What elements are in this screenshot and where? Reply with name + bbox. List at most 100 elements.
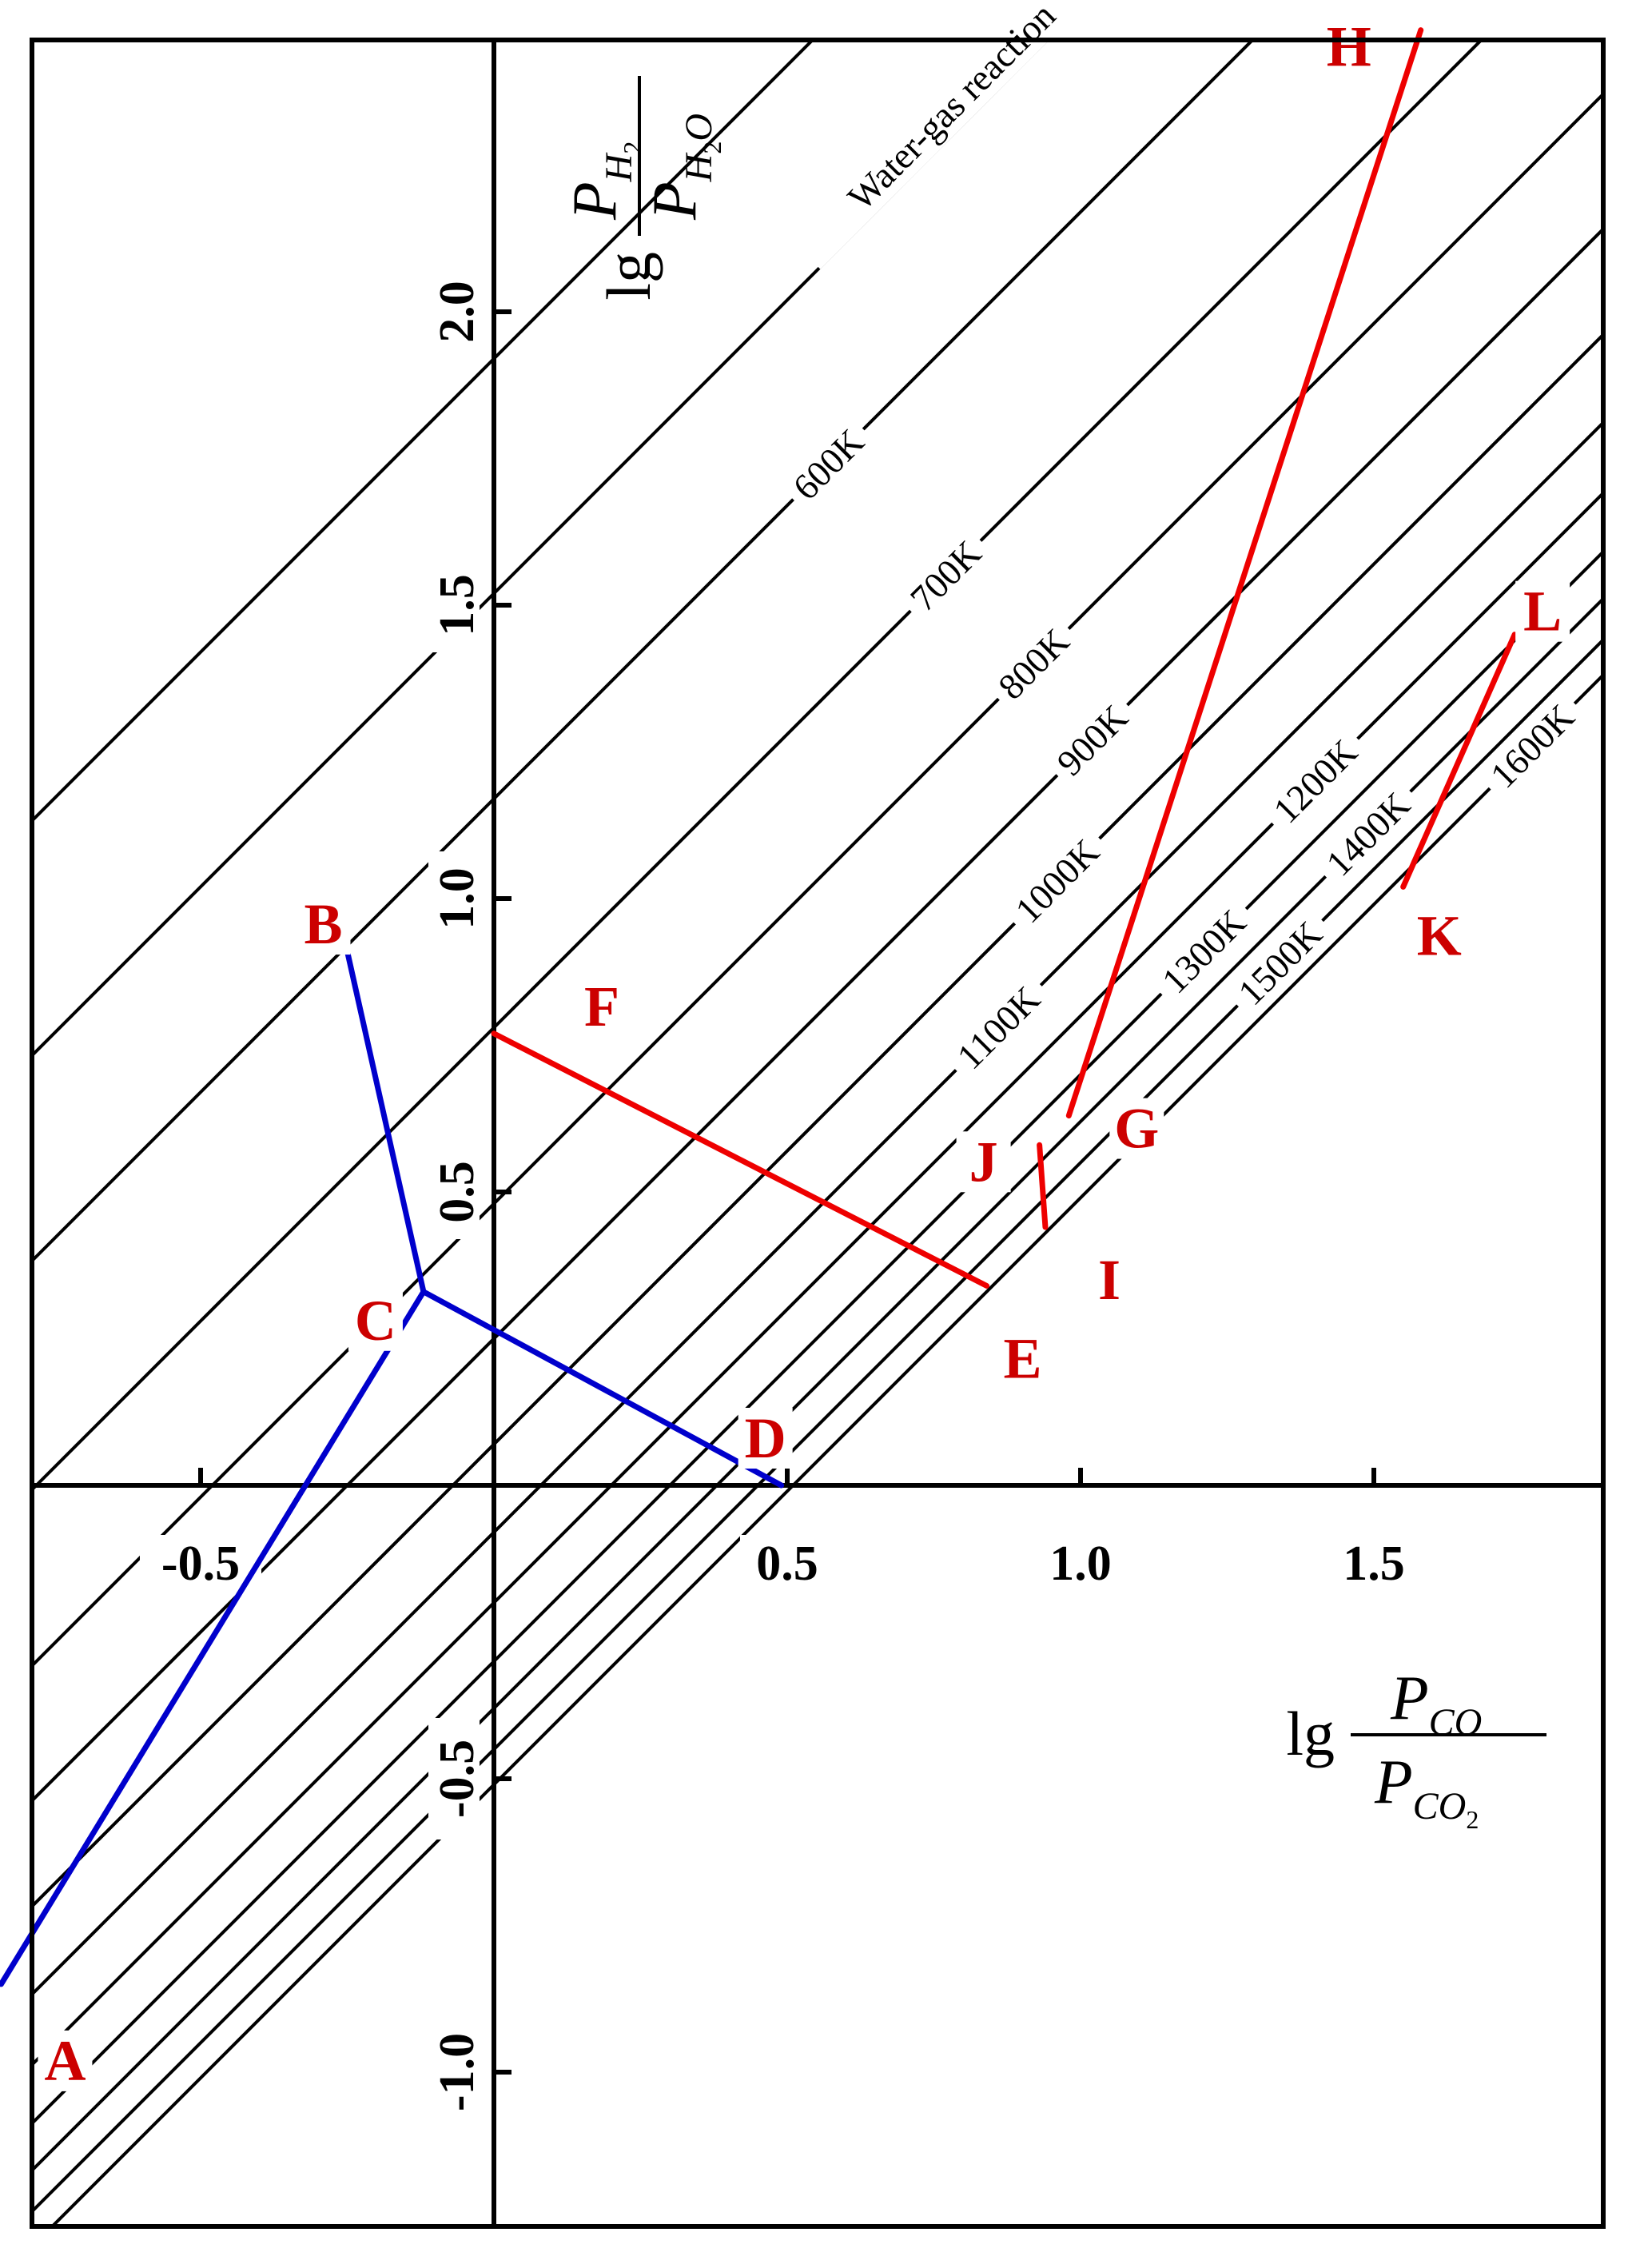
tick-gap xyxy=(428,2011,480,2133)
point-label-G: G xyxy=(1114,1097,1159,1161)
point-label-H: H xyxy=(1327,15,1371,79)
y-tick-label-group: 2.0 xyxy=(428,265,484,359)
point-label-E: E xyxy=(1004,1326,1042,1390)
point-labels: A B C D E F G H I J K L xyxy=(38,15,1570,2093)
isotherm-temp-label: 1400K xyxy=(1318,784,1418,884)
isotherm-label-group: 1100K xyxy=(941,971,1056,1085)
label-gap xyxy=(941,971,1056,1085)
isotherm-line xyxy=(32,420,1603,1997)
isotherm-label-group: 1000K xyxy=(1000,823,1115,939)
segment-JI xyxy=(1037,1142,1049,1230)
point-label-gap xyxy=(348,1289,403,1351)
isotherm-line xyxy=(32,637,1603,2214)
point-label-gap xyxy=(995,1328,1050,1389)
x-tick-label: 1.5 xyxy=(1343,1537,1405,1591)
label-gap xyxy=(1311,776,1426,891)
water-gas-reaction-label: Water-gas reaction xyxy=(840,0,1063,218)
point-label-D: D xyxy=(745,1406,786,1470)
y-tick-label: -1.0 xyxy=(430,2033,484,2111)
label-gap xyxy=(788,0,1115,269)
point-label-gap xyxy=(738,1408,793,1469)
isotherm-labels: 600K700K800K900K1000K1100K1200K1300K1400… xyxy=(778,0,1590,1085)
y-tick-label-group: 1.0 xyxy=(428,851,484,946)
tick-gap xyxy=(140,1535,261,1591)
label-gap xyxy=(1000,823,1115,939)
isotherm-label-group: 1600K xyxy=(1475,688,1590,803)
point-label-J: J xyxy=(969,1130,998,1194)
x-title-numerator: PCO xyxy=(1390,1663,1482,1744)
isotherm-label-group: 700K xyxy=(895,526,996,626)
tick-gap xyxy=(428,558,480,652)
y-tick-label: 1.0 xyxy=(430,867,484,930)
x-tick-label: 0.5 xyxy=(756,1537,818,1591)
y-tick-label: 2.0 xyxy=(430,281,484,343)
isotherm-line xyxy=(32,332,1603,1909)
label-gap xyxy=(1146,894,1261,1009)
point-label-gap xyxy=(1321,16,1376,78)
isotherm-temp-label: 1000K xyxy=(1007,831,1107,931)
point-label-gap xyxy=(296,894,351,955)
point-label-gap xyxy=(956,1131,1011,1193)
isotherm-line xyxy=(32,40,1484,1493)
tick-gap xyxy=(428,1718,480,1840)
label-gap xyxy=(1223,906,1337,1021)
point-label-gap xyxy=(1109,1098,1164,1159)
y-tick-label-group: -0.5 xyxy=(428,1718,484,1840)
y-title-numerator: PH2 xyxy=(559,142,647,221)
y-tick-label-group: 1.5 xyxy=(428,558,484,652)
x-tick-label: 1.0 xyxy=(1049,1537,1112,1591)
x-tick-label: -0.5 xyxy=(161,1537,240,1591)
y-tick-label: -0.5 xyxy=(430,1740,484,1818)
point-label-gap xyxy=(1411,905,1467,967)
point-label-B: B xyxy=(304,892,342,956)
isotherm-line xyxy=(32,549,1603,2126)
isotherm-line xyxy=(32,91,1603,1668)
x-title-prefix: lg xyxy=(1286,1699,1335,1768)
isotherm-label-group: 800K xyxy=(984,614,1084,714)
segment-GH xyxy=(1065,27,1424,1119)
y-tick-label: 0.5 xyxy=(430,1161,484,1223)
segment-BC xyxy=(344,948,427,1295)
label-gap xyxy=(778,414,878,515)
tick-gap xyxy=(1033,1535,1128,1591)
tick-gap xyxy=(428,1145,480,1239)
label-gap xyxy=(1258,723,1373,839)
point-label-K: K xyxy=(1417,903,1462,967)
segment-KL xyxy=(1400,632,1518,890)
x-title-denominator: PCO2 xyxy=(1374,1747,1479,1834)
point-label-gap xyxy=(1515,580,1570,642)
point-label-A: A xyxy=(44,2029,86,2093)
point-label-C: C xyxy=(355,1289,396,1353)
isotherm-line xyxy=(32,490,1603,2067)
label-gap xyxy=(1042,690,1142,791)
label-gap xyxy=(984,614,1084,714)
point-label-I: I xyxy=(1098,1248,1121,1312)
y-title-prefix: lg xyxy=(594,252,663,301)
axes: -0.5 0.5 1.0 1.5 2.0 1.5 1.0 0.5 -0.5 -1.0 xyxy=(32,40,1603,2226)
label-gap xyxy=(1475,688,1590,803)
segment-CD xyxy=(420,1289,785,1489)
point-label-F: F xyxy=(584,975,619,1038)
segment-FE xyxy=(491,1030,990,1289)
point-label-gap xyxy=(575,975,629,1037)
isotherm-line xyxy=(50,672,1603,2226)
y-tick-label: 1.5 xyxy=(430,574,484,636)
isotherm-line xyxy=(32,40,815,823)
isotherm-line xyxy=(32,40,1256,1264)
plot-frame xyxy=(30,38,1606,2229)
point-label-gap xyxy=(38,2030,93,2091)
y-title-denominator: PH2O xyxy=(639,114,726,221)
isotherm-line xyxy=(32,596,1603,2173)
y-tick-label-group: -1.0 xyxy=(428,2011,484,2133)
isotherm-line xyxy=(32,226,1603,1804)
tick-gap xyxy=(428,851,480,946)
segment-AC xyxy=(0,1289,427,1987)
isotherm-line xyxy=(32,40,1050,1058)
path-segments xyxy=(0,27,1518,1987)
tick-gap xyxy=(740,1535,834,1591)
point-label-gap xyxy=(1081,1250,1136,1311)
label-gap xyxy=(895,526,996,626)
tick-gap xyxy=(1327,1535,1421,1591)
